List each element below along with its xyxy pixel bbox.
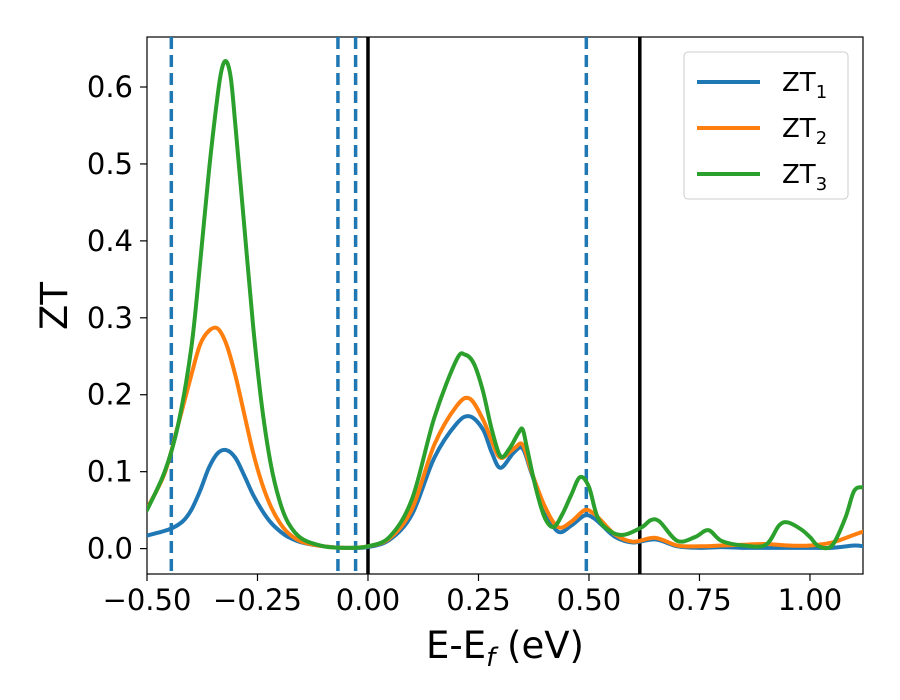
y-tick-label: 0.6 <box>87 70 133 104</box>
x-axis-label-unit: (eV) <box>495 624 584 667</box>
y-tick-label: 0.1 <box>87 455 133 489</box>
series-line-zt2 <box>147 325 863 550</box>
y-tick-label: 0.0 <box>87 532 133 566</box>
y-tick-label: 0.4 <box>87 224 133 258</box>
x-tick-label: −0.25 <box>213 583 302 617</box>
x-tick-label: 1.00 <box>778 583 843 617</box>
legend-label-1: ZT1 <box>782 68 827 103</box>
legend-label-2: ZT2 <box>782 114 827 149</box>
y-axis-ticks: 0.0 0.1 0.2 0.3 0.4 0.5 0.6 <box>87 70 147 566</box>
x-tick-label: 0.75 <box>667 583 732 617</box>
y-tick-label: 0.3 <box>87 301 133 335</box>
legend-label-3: ZT3 <box>782 160 827 195</box>
x-tick-label: −0.50 <box>103 583 192 617</box>
series-lines <box>147 58 863 551</box>
y-tick-label: 0.2 <box>87 378 133 412</box>
y-tick-label: 0.5 <box>87 147 133 181</box>
x-axis-label: E-Ef (eV) <box>426 624 584 673</box>
legend: ZT1 ZT2 ZT3 <box>683 51 849 200</box>
legend-box <box>683 51 849 200</box>
x-tick-label: 0.00 <box>336 583 401 617</box>
series-line-zt3 <box>147 58 863 551</box>
y-axis-label: ZT <box>33 282 76 330</box>
x-tick-label: 0.50 <box>557 583 622 617</box>
vertical-lines <box>169 37 642 574</box>
x-tick-label: 0.25 <box>446 583 511 617</box>
x-axis-ticks: −0.50 −0.25 0.00 0.25 0.50 0.75 1.00 <box>103 574 843 617</box>
x-axis-label-main: E-E <box>426 624 486 667</box>
